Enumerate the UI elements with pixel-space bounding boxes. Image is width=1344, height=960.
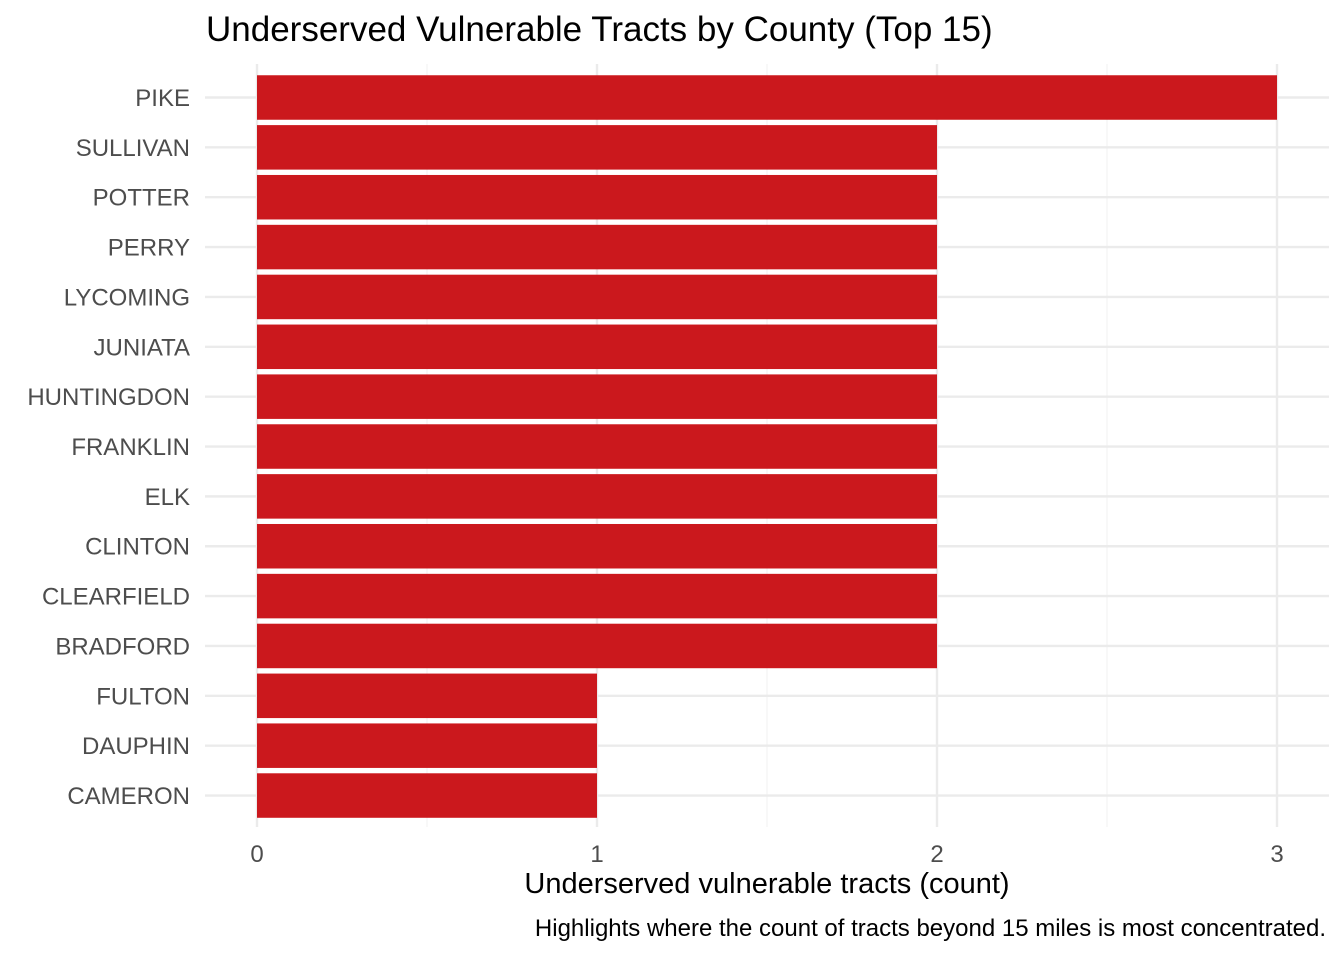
y-tick-label: CAMERON xyxy=(67,783,190,810)
x-tick-label: 3 xyxy=(1270,841,1283,868)
bar-bradford xyxy=(257,623,937,669)
y-tick-label: SULLIVAN xyxy=(76,135,190,162)
y-tick-label: PIKE xyxy=(135,85,190,112)
bar-clinton xyxy=(257,523,937,569)
bars xyxy=(257,75,1277,818)
x-axis-title: Underserved vulnerable tracts (count) xyxy=(524,868,1010,900)
y-tick-label: HUNTINGDON xyxy=(27,384,190,411)
bar-fulton xyxy=(257,673,597,719)
x-tick-label: 2 xyxy=(930,841,943,868)
y-tick-label: PERRY xyxy=(108,235,190,262)
y-tick-label: POTTER xyxy=(93,185,190,212)
bar-juniata xyxy=(257,324,937,370)
bar-lycoming xyxy=(257,274,937,320)
bar-franklin xyxy=(257,424,937,469)
bar-dauphin xyxy=(257,723,597,768)
y-tick-label: FULTON xyxy=(96,683,190,710)
y-tick-label: CLEARFIELD xyxy=(42,584,190,611)
bar-huntingdon xyxy=(257,374,937,419)
y-tick-label: CLINTON xyxy=(85,534,190,561)
x-tick-labels: 0 1 2 3 xyxy=(250,841,1283,868)
y-tick-label: JUNIATA xyxy=(94,334,190,361)
y-tick-label: LYCOMING xyxy=(64,284,190,311)
bar-pike xyxy=(257,75,1277,120)
y-tick-label: ELK xyxy=(145,484,190,511)
bar-sullivan xyxy=(257,125,937,170)
bar-perry xyxy=(257,224,937,270)
bar-cameron xyxy=(257,773,597,818)
bar-clearfield xyxy=(257,573,937,619)
x-tick-label: 0 xyxy=(250,841,263,868)
bar-elk xyxy=(257,474,937,519)
bar-potter xyxy=(257,174,937,220)
chart-caption: Highlights where the count of tracts bey… xyxy=(534,915,1326,942)
chart-title: Underserved Vulnerable Tracts by County … xyxy=(206,10,993,49)
y-tick-label: BRADFORD xyxy=(55,633,190,660)
y-tick-label: DAUPHIN xyxy=(82,733,190,760)
y-tick-labels: PIKE SULLIVAN POTTER PERRY LYCOMING JUNIATA HU… xyxy=(27,85,190,810)
x-tick-label: 1 xyxy=(590,841,603,868)
y-tick-label: FRANKLIN xyxy=(71,434,190,461)
